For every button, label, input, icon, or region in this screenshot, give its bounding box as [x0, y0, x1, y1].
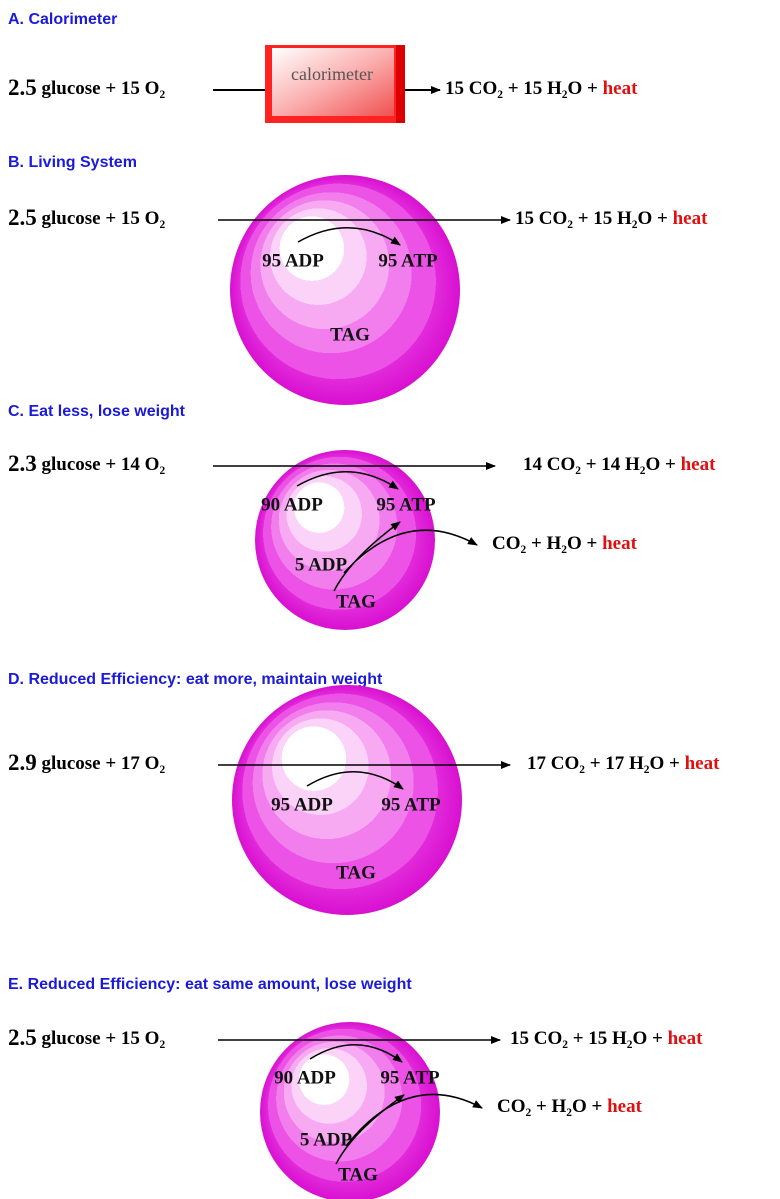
calorimeter-edge [396, 45, 405, 123]
curved-arrow [343, 529, 478, 574]
coefficient: 2.5 [8, 75, 37, 100]
products: 17 CO₂ + 17 H₂O + heat [527, 753, 720, 774]
cell-sphere [230, 175, 460, 405]
branch-heat: heat [607, 1096, 643, 1117]
branch-heat: heat [602, 533, 638, 554]
section-title: D. Reduced Efficiency: eat more, maintai… [8, 671, 383, 688]
reactants: 2.9 glucose + 17 O₂ [8, 750, 165, 775]
heat: heat [603, 78, 639, 99]
curved-arrow [297, 226, 401, 246]
section-title: B. Living System [8, 154, 137, 171]
reactant-text: glucose + 15 O₂ [42, 1028, 166, 1049]
heat: heat [685, 753, 721, 774]
products: 15 CO₂ + 15 H₂O + heat [510, 1028, 703, 1049]
atp-label: 95 ATP [381, 794, 441, 815]
tag-label: TAG [336, 862, 376, 883]
curved-arrow [335, 1094, 405, 1165]
atp-label: 95 ATP [380, 1067, 440, 1088]
calorimeter-inner [272, 48, 394, 116]
extra-adp-label: 5 ADP [295, 554, 348, 575]
reactant-text: glucose + 15 O₂ [42, 78, 166, 99]
product-text: 15 CO₂ + 15 H₂O + [445, 78, 598, 99]
product-text: 15 CO₂ + 15 H₂O + [515, 208, 668, 229]
adp-label: 95 ADP [271, 794, 333, 815]
heat: heat [668, 1028, 704, 1049]
branch-product-text: CO₂ + H₂O + [492, 533, 597, 554]
coefficient: 2.5 [8, 205, 37, 230]
coefficient: 2.5 [8, 1025, 37, 1050]
reactants: 2.5 glucose + 15 O₂ [8, 75, 165, 100]
atp-label: 95 ATP [378, 250, 438, 271]
tag-label: TAG [330, 324, 370, 345]
product-text: 17 CO₂ + 17 H₂O + [527, 753, 680, 774]
reactant-text: glucose + 17 O₂ [42, 753, 166, 774]
section-title: C. Eat less, lose weight [8, 403, 186, 420]
product-text: 15 CO₂ + 15 H₂O + [510, 1028, 663, 1049]
reactant-text: glucose + 15 O₂ [42, 208, 166, 229]
reactant-text: glucose + 14 O₂ [42, 454, 166, 475]
products: 14 CO₂ + 14 H₂O + heat [523, 454, 716, 475]
reactants: 2.5 glucose + 15 O₂ [8, 205, 165, 230]
curved-arrow [306, 770, 404, 790]
extra-adp-label: 5 ADP [300, 1129, 353, 1150]
cell-sphere [255, 450, 435, 630]
curved-arrow [296, 470, 399, 490]
atp-label: 95 ATP [376, 494, 436, 515]
tag-label: TAG [338, 1164, 378, 1185]
curved-arrow [345, 1093, 483, 1147]
heat: heat [681, 454, 717, 475]
branch-product-text: CO₂ + H₂O + [497, 1096, 602, 1117]
calorimeter-label: calorimeter [291, 64, 373, 84]
reactants: 2.5 glucose + 15 O₂ [8, 1025, 165, 1050]
product-text: 14 CO₂ + 14 H₂O + [523, 454, 676, 475]
section-title: E. Reduced Efficiency: eat same amount, … [8, 976, 412, 993]
branch-products: CO₂ + H₂O + heat [497, 1096, 643, 1117]
branch-products: CO₂ + H₂O + heat [492, 533, 638, 554]
adp-label: 90 ADP [274, 1067, 336, 1088]
coefficient: 2.3 [8, 451, 37, 476]
cell-sphere [260, 1022, 440, 1199]
products: 15 CO₂ + 15 H₂O + heat [445, 78, 638, 99]
section-title: A. Calorimeter [8, 11, 117, 28]
cell-sphere [232, 685, 462, 915]
heat: heat [673, 208, 709, 229]
reactants: 2.3 glucose + 14 O₂ [8, 451, 165, 476]
coefficient: 2.9 [8, 750, 37, 775]
products: 15 CO₂ + 15 H₂O + heat [515, 208, 708, 229]
curved-arrow [309, 1043, 403, 1063]
adp-label: 90 ADP [261, 494, 323, 515]
adp-label: 95 ADP [262, 250, 324, 271]
tag-label: TAG [336, 591, 376, 612]
